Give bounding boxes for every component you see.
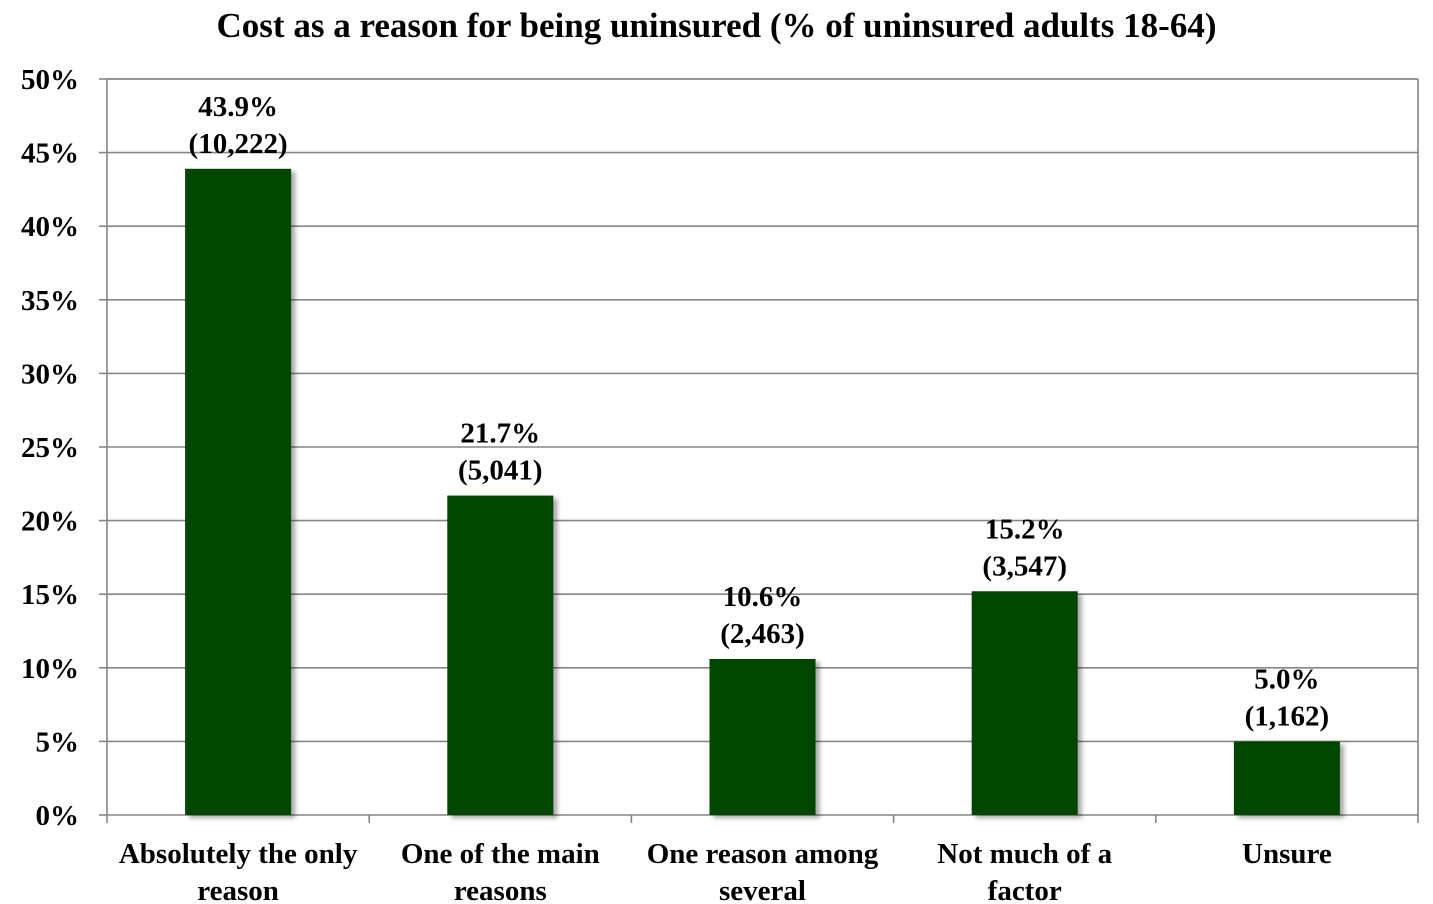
data-label: (2,463): [720, 618, 805, 650]
y-axis-tick-label: 0%: [36, 800, 80, 832]
data-label: 5.0%: [1254, 663, 1319, 695]
y-axis-tick-label: 35%: [21, 285, 79, 317]
x-axis-category-label: reasons: [454, 875, 547, 904]
x-axis-category-label: Not much of a: [937, 838, 1112, 870]
y-axis-tick-label: 15%: [21, 579, 79, 611]
bar: [971, 591, 1078, 815]
bar: [185, 168, 292, 816]
bar: [709, 658, 816, 815]
data-label: 15.2%: [985, 513, 1065, 545]
x-axis-category-label: One reason among: [647, 838, 879, 870]
y-axis-tick-labels: 0% 5% 10% 15% 20% 25% 30% 35% 40% 45% 50%: [21, 64, 79, 832]
y-axis-tick-label: 10%: [21, 653, 79, 685]
y-axis-tick-label: 5%: [36, 726, 80, 758]
x-axis-category-label: Unsure: [1242, 838, 1332, 870]
bars: [185, 168, 1340, 816]
chart-title: Cost as a reason for being uninsured (% …: [216, 6, 1217, 45]
y-axis-tick-label: 20%: [21, 506, 79, 538]
data-label: (3,547): [982, 550, 1067, 582]
data-label: (10,222): [189, 128, 288, 160]
data-label: 10.6%: [723, 581, 803, 613]
bar: [447, 495, 554, 815]
data-label: 43.9%: [198, 91, 278, 123]
x-axis-category-labels: Absolutely the only reason One of the main…: [119, 838, 1332, 904]
x-axis-category-label: One of the main: [401, 838, 600, 870]
bar: [1233, 741, 1340, 815]
y-axis-tick-label: 25%: [21, 432, 79, 464]
data-label: 21.7%: [460, 418, 540, 450]
x-axis-category-label: factor: [988, 875, 1062, 904]
data-label: (1,162): [1245, 700, 1330, 732]
y-axis-tick-label: 45%: [21, 138, 79, 170]
data-label: (5,041): [458, 455, 543, 487]
x-axis-category-label: Absolutely the only: [119, 838, 358, 870]
y-axis-tick-label: 40%: [21, 211, 79, 243]
x-axis-category-label: reason: [197, 875, 279, 904]
x-axis-category-label: several: [719, 875, 806, 904]
y-axis-tick-label: 50%: [21, 64, 79, 96]
y-axis-tick-label: 30%: [21, 358, 79, 390]
data-labels: 43.9% (10,222) 21.7% (5,041) 10.6% (2,463) 15.…: [189, 91, 1330, 733]
